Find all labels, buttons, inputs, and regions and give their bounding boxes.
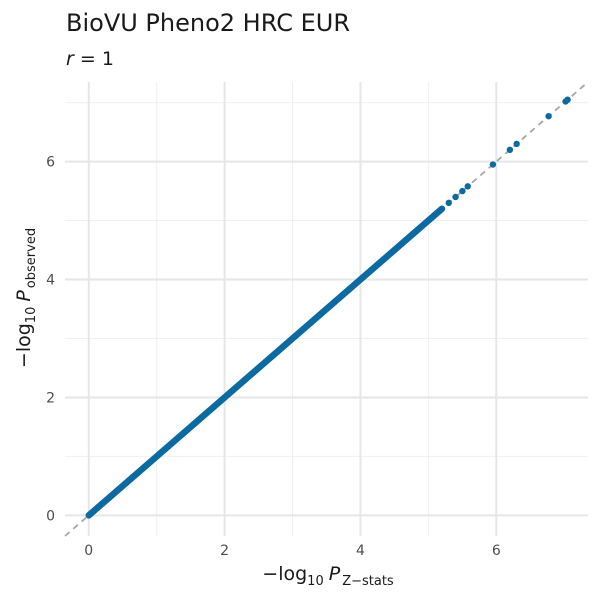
subtitle-value: 1 xyxy=(102,48,114,70)
x-tick-label: 6 xyxy=(492,543,501,559)
y-label-var: P xyxy=(13,290,35,302)
subtitle-var: r xyxy=(66,48,75,70)
tick-labels: 0 2 4 6 0 2 4 6 xyxy=(46,155,501,559)
data-point xyxy=(452,193,459,201)
data-point xyxy=(506,146,514,154)
chart-subtitle: r = 1 xyxy=(66,48,114,70)
data-point xyxy=(464,183,471,190)
x-tick-label: 4 xyxy=(356,543,365,559)
dense-points-band xyxy=(85,205,446,519)
x-tick-label: 0 xyxy=(84,543,93,559)
x-label-sub: Z−stats xyxy=(342,574,394,589)
y-tick-label: 2 xyxy=(46,390,55,406)
x-label-prefix: − xyxy=(262,563,278,585)
data-point xyxy=(564,96,571,103)
y-label-sub: observed xyxy=(24,228,39,288)
x-label-var: P xyxy=(329,563,341,585)
x-label-base: 10 xyxy=(307,574,324,589)
data-point xyxy=(545,112,552,120)
y-label-fn: log xyxy=(13,323,35,352)
data-point xyxy=(459,187,466,195)
data-point xyxy=(489,161,497,168)
y-label-prefix: − xyxy=(13,352,35,368)
x-tick-label: 2 xyxy=(220,543,229,559)
grid xyxy=(65,82,588,536)
y-label-base: 10 xyxy=(24,307,39,324)
data-point xyxy=(513,140,520,148)
y-tick-label: 0 xyxy=(46,508,55,524)
data-point xyxy=(445,199,452,207)
subtitle-op: = xyxy=(74,48,102,70)
x-axis-label: −log10 P Z−stats xyxy=(262,563,394,589)
chart-title: BioVU Pheno2 HRC EUR xyxy=(66,9,350,37)
y-tick-label: 4 xyxy=(46,273,55,289)
y-tick-label: 6 xyxy=(46,155,55,171)
x-label-fn: log xyxy=(278,563,307,585)
y-axis-label: −log10 Pobserved xyxy=(13,228,39,368)
data-points xyxy=(85,96,571,519)
